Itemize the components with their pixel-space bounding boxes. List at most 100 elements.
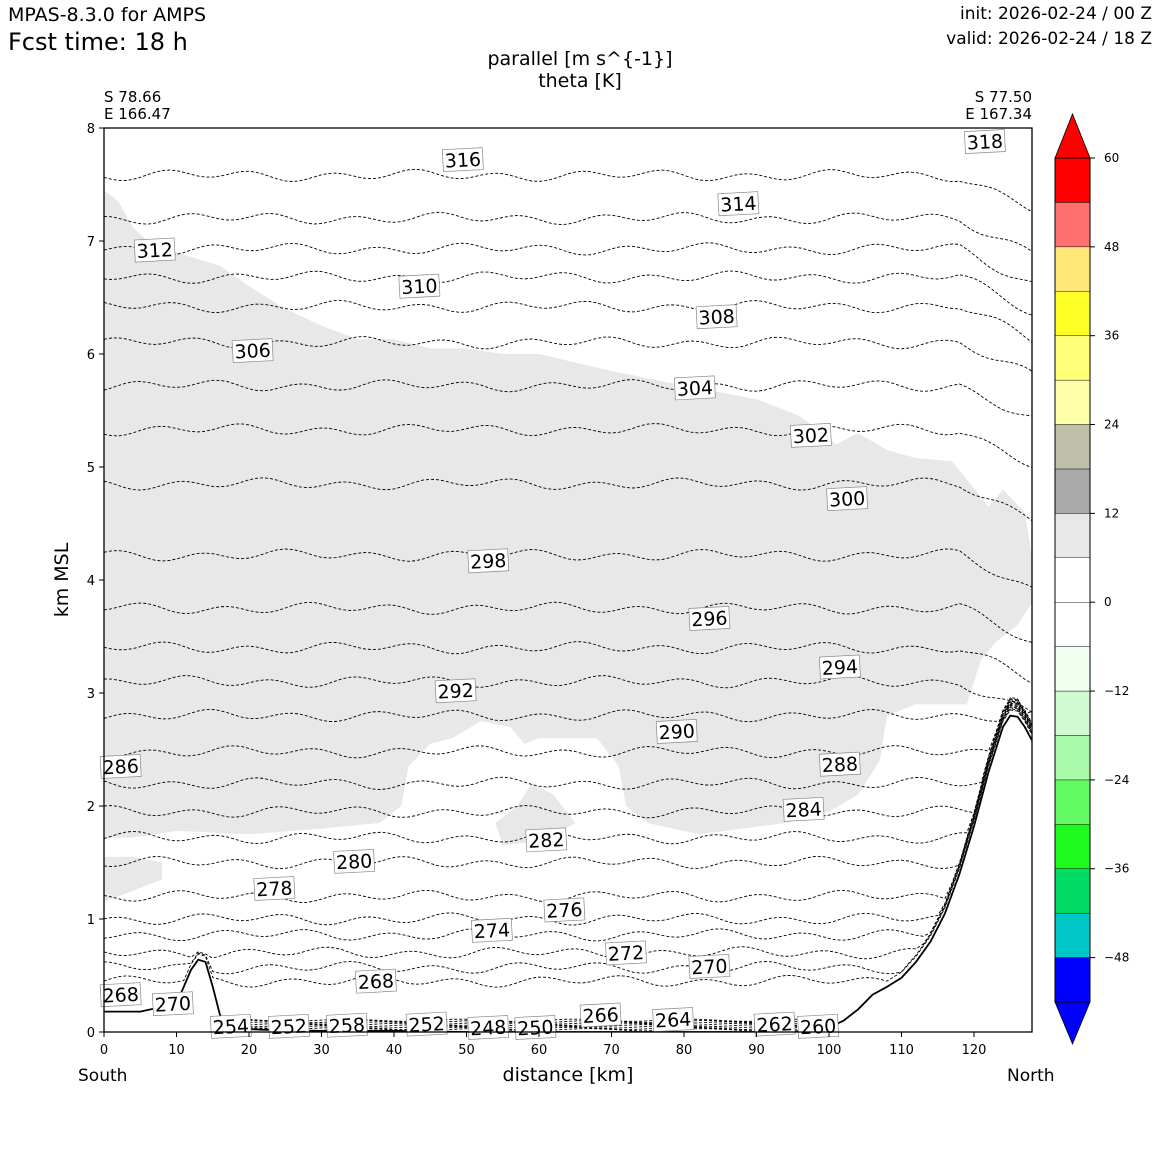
colorbar: 60 48 36 24 12 0 −12 −24 −36 −48 (1054, 112, 1129, 1046)
contour-label: 286 (102, 756, 139, 780)
terrain (104, 714, 1032, 1032)
shade-region-lower (104, 856, 162, 903)
theta-contour-308 (104, 299, 1032, 343)
contour-label-box (826, 486, 869, 512)
contour-label: 308 (698, 306, 735, 330)
y-tick-label: 0 (87, 1026, 95, 1041)
contour-label-box (673, 375, 716, 401)
contour-label-box (354, 968, 397, 994)
contour-label: 310 (401, 275, 438, 299)
theta-contour-300 (104, 477, 1032, 522)
colorbar-segment (1054, 602, 1091, 647)
contour-label-group: 296 (688, 606, 731, 631)
x-tick-label: 90 (748, 1043, 765, 1058)
contour-label-box (753, 1011, 796, 1037)
theta-contour-270 (104, 708, 1032, 975)
x-tick-label: 20 (241, 1043, 258, 1058)
theta-contour-268 (104, 709, 1032, 988)
contour-label-group: 258 (325, 1012, 368, 1038)
x-tick-label: 0 (100, 1043, 108, 1058)
contour-label: 280 (335, 850, 372, 874)
contour-label-group: 270 (688, 954, 731, 979)
shade-region-upper (104, 190, 1032, 838)
contour-label-group: 252 (267, 1013, 310, 1039)
colorbar-segment (1054, 912, 1091, 958)
contour-label-group: 290 (655, 719, 698, 744)
contour-label: 288 (821, 753, 858, 777)
colorbar-extend-under (1054, 1001, 1091, 1046)
y-tick-label: 8 (87, 122, 95, 137)
y-tick-label: 5 (87, 461, 95, 476)
theta-contour-278 (104, 703, 1032, 903)
contour-label-box (963, 129, 1006, 154)
x-tick-label: 100 (817, 1043, 842, 1058)
contour-label: 298 (470, 550, 507, 574)
colorbar-extend-over (1054, 112, 1091, 159)
theta-contour-274 (104, 706, 1032, 942)
contour-label-group: 248 (467, 1015, 510, 1041)
contour-label-group: 288 (818, 751, 861, 777)
contour-label-group: 272 (605, 940, 647, 966)
contour-label-box (99, 982, 142, 1008)
contour-label: 314 (720, 193, 757, 217)
chart-subtitle: theta [K] (538, 70, 622, 92)
colorbar-segment (1054, 246, 1091, 292)
x-tick-label: 50 (458, 1043, 475, 1058)
contour-label-group: 274 (470, 917, 513, 943)
contour-label-group: 304 (673, 375, 716, 401)
colorbar-segment (1054, 957, 1091, 1003)
theta-contour-296 (104, 601, 1032, 643)
contour-label-box (688, 954, 731, 979)
contour-label: 268 (357, 970, 394, 994)
contour-label-box (818, 654, 861, 680)
contour-label-box (333, 848, 376, 874)
contour-label: 264 (654, 1009, 691, 1033)
theta-contour-282 (104, 701, 1032, 845)
contour-label-group: 294 (818, 654, 861, 680)
contour-labels: 316 314 312 310 308 306 304 302 300 298 296 294 292 2… (99, 129, 1006, 1041)
contour-label-group: 316 (441, 147, 484, 173)
colorbar-tick-label: −36 (1104, 862, 1129, 876)
contour-label-group: 264 (652, 1007, 695, 1033)
left-end-lat: S 78.66 (104, 88, 162, 106)
contour-label-box (695, 304, 738, 330)
contour-label-group: 298 (467, 548, 510, 574)
colorbar-tick-label: 48 (1104, 240, 1119, 254)
x-tick-label: 10 (168, 1043, 185, 1058)
contour-label-group: 280 (333, 848, 376, 874)
colorbar-tick-label: 60 (1104, 151, 1119, 165)
contour-label-group: 308 (695, 304, 738, 330)
x-tick-label: 70 (603, 1043, 620, 1058)
y-tick-label: 6 (87, 348, 95, 363)
contour-label: 318 (966, 131, 1003, 155)
x-tick-label: 40 (386, 1043, 403, 1058)
colorbar-segment (1054, 735, 1091, 781)
x-tick-label: 110 (889, 1043, 914, 1058)
colorbar-tick-label: 24 (1104, 418, 1119, 432)
contour-label-group: 310 (398, 273, 441, 299)
contour-label-box (398, 273, 441, 299)
contour-label-box (441, 147, 484, 173)
contour-label-group: 292 (434, 678, 477, 704)
contour-label: 248 (470, 1017, 507, 1041)
theta-contour-294 (104, 641, 1032, 685)
forecast-time: Fcst time: 18 h (8, 28, 188, 56)
contour-label-group: 268 (354, 968, 397, 994)
theta-contour-280 (104, 702, 1032, 870)
y-tick-label: 1 (87, 913, 95, 928)
contour-label-box (782, 796, 825, 822)
theta-contour-286 (104, 699, 1032, 790)
contour-label-group: 306 (231, 338, 274, 364)
contour-label: 270 (154, 993, 191, 1017)
colorbar-segment (1054, 157, 1091, 203)
contour-label: 262 (756, 1013, 793, 1037)
contour-label-group: 318 (963, 129, 1006, 155)
x-axis-label: distance [km] (502, 1064, 634, 1086)
contour-label-box (253, 876, 296, 901)
contour-label-group: 314 (717, 191, 760, 217)
contour-label-group: 312 (133, 237, 176, 263)
contour-label-group: 286 (99, 754, 142, 780)
contour-label-group: 260 (797, 1013, 840, 1039)
x-tick-label: 80 (676, 1043, 693, 1058)
contour-label: 292 (437, 680, 474, 704)
